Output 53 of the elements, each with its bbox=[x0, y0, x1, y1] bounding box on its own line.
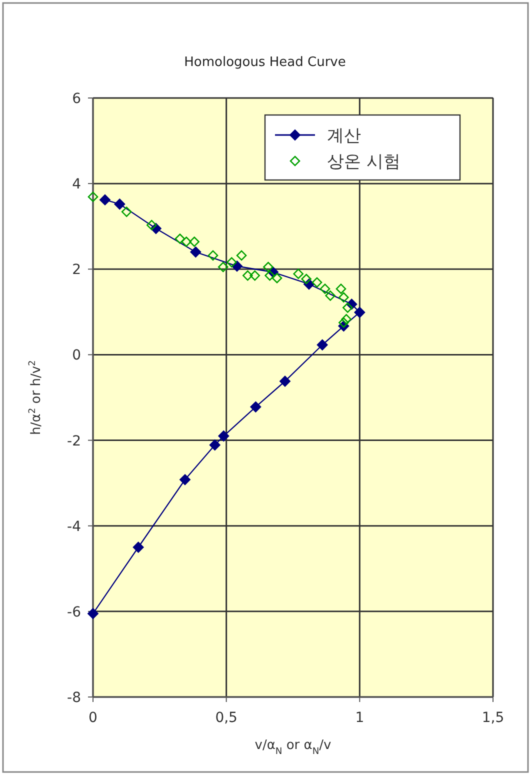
point bbox=[181, 236, 192, 247]
legend-label: 계산 bbox=[327, 126, 361, 146]
y-tick-label: 4 bbox=[72, 176, 82, 193]
y-tick-label: 0 bbox=[72, 348, 81, 364]
y-tick-label: -2 bbox=[67, 433, 81, 450]
y-tick-label: -6 bbox=[67, 604, 82, 620]
point bbox=[338, 317, 349, 328]
point bbox=[174, 234, 186, 244]
point bbox=[263, 262, 274, 272]
point bbox=[190, 246, 202, 258]
point bbox=[272, 272, 282, 284]
point bbox=[114, 198, 126, 210]
point bbox=[320, 284, 330, 294]
point bbox=[236, 250, 247, 261]
point bbox=[146, 220, 157, 230]
point bbox=[208, 250, 218, 261]
point bbox=[250, 270, 260, 281]
point bbox=[88, 192, 98, 202]
point bbox=[242, 270, 253, 281]
point bbox=[338, 292, 349, 303]
y-tick-label: 2 bbox=[72, 262, 81, 278]
point bbox=[88, 608, 98, 620]
point bbox=[218, 262, 228, 272]
point bbox=[226, 257, 237, 268]
legend-label: 상온 시험 bbox=[327, 152, 400, 172]
point bbox=[301, 274, 312, 284]
point bbox=[250, 401, 262, 412]
point bbox=[209, 439, 220, 450]
chart-title: Homologous Head Curve bbox=[184, 55, 346, 70]
x-axis-title: v/α$_{N}$ or α$_{N}$/v bbox=[254, 738, 332, 757]
point bbox=[342, 302, 353, 313]
point bbox=[264, 270, 275, 281]
point bbox=[218, 430, 230, 442]
point bbox=[325, 290, 336, 301]
y-tick-label: -4 bbox=[67, 518, 82, 535]
x-tick-label: 1,5 bbox=[482, 710, 504, 726]
x-tick-label: 0,5 bbox=[215, 710, 238, 726]
point bbox=[180, 474, 190, 486]
point bbox=[336, 284, 346, 294]
point bbox=[121, 206, 132, 217]
point bbox=[341, 314, 352, 324]
y-tick-label: -8 bbox=[67, 690, 81, 706]
x-tick-label: 0 bbox=[88, 710, 98, 726]
point bbox=[316, 339, 328, 350]
point bbox=[189, 236, 200, 247]
x-tick-label: 1 bbox=[355, 710, 364, 726]
point bbox=[354, 306, 366, 318]
point bbox=[132, 542, 144, 553]
point bbox=[312, 277, 322, 288]
point bbox=[280, 376, 290, 387]
y-tick-label: 6 bbox=[72, 91, 82, 107]
point bbox=[100, 194, 110, 206]
point bbox=[293, 268, 304, 279]
